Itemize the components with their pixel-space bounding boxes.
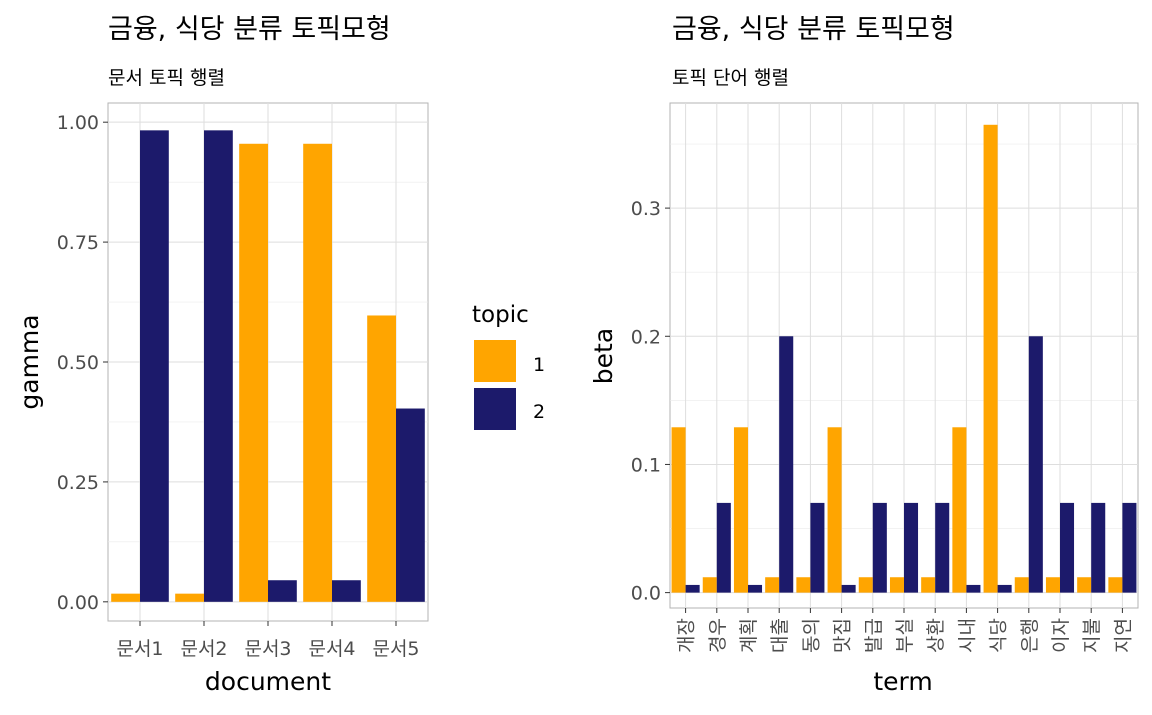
x-tick-label: 이자 <box>1050 618 1072 653</box>
bar-series-2-문서1 <box>140 130 169 602</box>
y-tick-label: 0.1 <box>631 454 661 476</box>
x-tick-label: 시내 <box>956 618 978 653</box>
x-tick-label: 맛집 <box>832 618 854 653</box>
bar-series-2-이자 <box>1060 502 1075 593</box>
bar-series-1-개장 <box>671 427 686 593</box>
chart2-title: 금융, 식당 분류 토픽모형 <box>672 14 955 45</box>
x-tick-label: 대출 <box>769 618 791 653</box>
legend-swatch-2 <box>474 388 516 430</box>
bar-series-1-부실 <box>889 577 904 593</box>
bar-series-1-발급 <box>858 577 873 593</box>
legend-label-1: 1 <box>533 354 545 376</box>
bar-series-1-계획 <box>733 427 748 593</box>
x-tick-label: 동의 <box>800 618 822 653</box>
chart2-x-axis-title: term <box>873 667 932 696</box>
y-tick-label: 0.00 <box>57 592 99 614</box>
bar-series-1-동의 <box>796 577 811 593</box>
x-tick-label: 계획 <box>738 618 760 653</box>
x-tick-label: 부실 <box>894 618 916 653</box>
y-tick-label: 0.3 <box>631 198 661 220</box>
y-tick-label: 0.0 <box>631 583 661 605</box>
x-tick-label: 은행 <box>1019 618 1041 653</box>
x-tick-label: 문서3 <box>244 638 291 660</box>
bar-series-2-계획 <box>748 584 763 593</box>
bar-series-2-상환 <box>935 502 950 593</box>
bar-series-1-문서4 <box>303 143 332 602</box>
chart2-subtitle: 토픽 단어 행렬 <box>672 67 789 89</box>
bar-series-1-문서5 <box>367 315 396 602</box>
x-tick-label: 상환 <box>925 618 947 653</box>
bar-series-2-맛집 <box>841 584 856 593</box>
x-tick-label: 개장 <box>676 618 698 653</box>
legend-title: topic <box>472 302 529 328</box>
chart1-title: 금융, 식당 분류 토픽모형 <box>108 14 391 45</box>
bar-series-2-은행 <box>1028 336 1043 593</box>
x-tick-label: 문서2 <box>180 638 227 660</box>
x-tick-label: 문서4 <box>308 638 355 660</box>
bar-series-1-이자 <box>1045 577 1060 593</box>
bar-series-2-지연 <box>1122 502 1137 593</box>
bar-series-2-지불 <box>1091 502 1106 593</box>
bar-series-2-부실 <box>904 502 919 593</box>
bar-series-1-경우 <box>702 577 717 593</box>
bar-series-2-문서2 <box>204 130 233 602</box>
chart1-y-axis-title: gamma <box>15 314 44 409</box>
bar-series-1-은행 <box>1014 577 1029 593</box>
bar-series-2-문서3 <box>268 580 297 602</box>
legend-swatch-1 <box>474 340 516 382</box>
bar-series-1-지불 <box>1077 577 1092 593</box>
y-tick-label: 0.25 <box>57 472 99 494</box>
x-tick-label: 지연 <box>1112 618 1134 653</box>
bar-series-2-동의 <box>810 502 825 593</box>
bar-series-1-식당 <box>983 124 998 593</box>
x-tick-label: 문서1 <box>116 638 163 660</box>
bar-series-1-시내 <box>952 427 967 593</box>
x-tick-label: 문서5 <box>372 638 419 660</box>
bar-series-1-문서1 <box>111 593 140 602</box>
bar-series-1-맛집 <box>827 427 842 593</box>
bar-series-1-상환 <box>921 577 936 593</box>
bar-series-2-문서4 <box>332 580 361 602</box>
x-tick-label: 경우 <box>707 618 729 653</box>
bar-series-1-문서3 <box>239 143 268 602</box>
bar-series-2-시내 <box>966 584 981 593</box>
x-tick-label: 발급 <box>863 618 885 653</box>
legend-label-2: 2 <box>533 401 545 423</box>
bar-series-2-문서5 <box>396 408 425 602</box>
y-tick-label: 0.50 <box>57 352 99 374</box>
x-tick-label: 식당 <box>988 618 1010 653</box>
bar-series-2-개장 <box>685 584 700 593</box>
chart2-y-axis-title: beta <box>589 328 618 384</box>
y-tick-label: 0.75 <box>57 232 99 254</box>
bar-series-1-대출 <box>765 577 780 593</box>
chart1-subtitle: 문서 토픽 행렬 <box>108 67 225 89</box>
bar-series-2-대출 <box>779 336 794 593</box>
y-tick-label: 0.2 <box>631 326 661 348</box>
chart1-x-axis-title: document <box>205 667 331 696</box>
x-tick-label: 지불 <box>1081 618 1103 653</box>
bar-series-2-발급 <box>872 502 887 593</box>
bar-series-2-식당 <box>997 584 1012 593</box>
y-tick-label: 1.00 <box>57 112 99 134</box>
bar-series-1-지연 <box>1108 577 1123 593</box>
bar-series-2-경우 <box>716 502 731 593</box>
bar-series-1-문서2 <box>175 593 204 602</box>
